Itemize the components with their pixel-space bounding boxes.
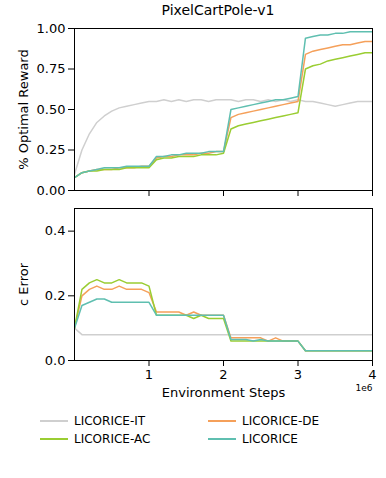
svg-text:1.00: 1.00 xyxy=(37,21,66,36)
svg-text:4: 4 xyxy=(368,367,376,382)
svg-text:1e6: 1e6 xyxy=(356,383,373,393)
html-text:LICORICE-AC: LICORICE-AC xyxy=(74,432,151,446)
svg-text:0.25: 0.25 xyxy=(37,142,66,157)
svg-text:1: 1 xyxy=(145,367,153,382)
svg-text:0.0: 0.0 xyxy=(45,353,66,368)
svg-text:Environment Steps: Environment Steps xyxy=(162,385,286,400)
html-text:LICORICE: LICORICE xyxy=(242,432,298,446)
svg-text:c Error: c Error xyxy=(16,262,31,306)
svg-text:0.2: 0.2 xyxy=(45,288,66,303)
svg-text:3: 3 xyxy=(294,367,302,382)
html-text:LICORICE-IT: LICORICE-IT xyxy=(74,414,146,428)
html-text:PixelCartPole-v1: PixelCartPole-v1 xyxy=(161,2,275,18)
svg-text:0.50: 0.50 xyxy=(37,102,66,117)
svg-text:2: 2 xyxy=(219,367,227,382)
svg-text:% Optimal Reward: % Optimal Reward xyxy=(16,49,31,169)
html-text:LICORICE-DE: LICORICE-DE xyxy=(242,414,319,428)
svg-text:0.4: 0.4 xyxy=(45,223,66,238)
svg-text:0.75: 0.75 xyxy=(37,61,66,76)
svg-text:0.00: 0.00 xyxy=(37,183,66,198)
